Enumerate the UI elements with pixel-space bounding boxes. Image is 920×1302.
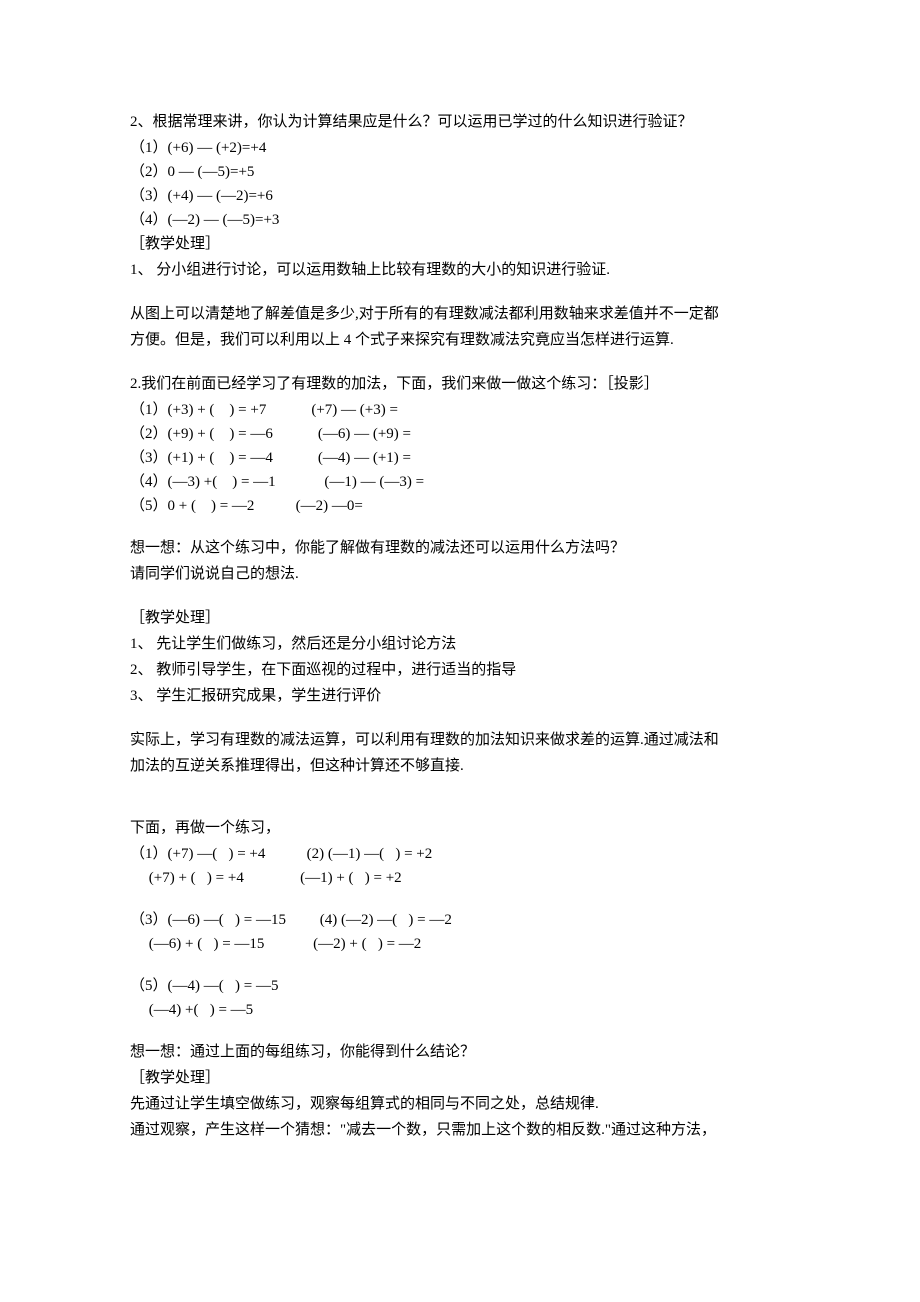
teach3-l2: 通过观察，产生这样一个猜想："减去一个数，只需加上这个数的相反数."通过这种方法… — [130, 1118, 790, 1142]
ex3-g3-l1: （5）(—4) —( ) = —5 — [130, 974, 790, 998]
teach1-para2b: 方便。但是，我们可以利用以上 4 个式子来探究有理数减法究竟应当怎样进行运算. — [130, 328, 790, 352]
teach2-l2: 2、 教师引导学生，在下面巡视的过程中，进行适当的指导 — [130, 658, 790, 682]
ex3-g2-l2b: (—2) + ( ) = —2 — [294, 936, 421, 952]
ex3-g2-l2a: (—6) + ( ) = —15 — [130, 936, 264, 952]
ex3-g1-l2b: (—1) + ( ) = +2 — [281, 870, 401, 886]
teach1-line1: 1、 分小组进行讨论，可以运用数轴上比较有理数的大小的知识进行验证. — [130, 258, 790, 282]
ex3-g3-l2: (—4) +( ) = —5 — [130, 998, 790, 1022]
ex3-g1-l1b: (2) (—1) —( ) = +2 — [307, 846, 433, 862]
ex2-row-4-left: （4）(—3) +( ) = —1 — [130, 474, 276, 490]
ex2-row-5-left: （5）0 + ( ) = —2 — [130, 498, 254, 514]
teach3-heading: ［教学处理］ — [130, 1066, 790, 1090]
ex3-g1-l1a: （1）(+7) —( ) = +4 — [130, 846, 265, 862]
teach3-l1: 先通过让学生填空做练习，观察每组算式的相同与不同之处，总结规律. — [130, 1092, 790, 1116]
teach2-l3: 3、 学生汇报研究成果，学生进行评价 — [130, 684, 790, 708]
ex3-g1-l1: （1）(+7) —( ) = +4 (2) (—1) —( ) = +2 — [130, 842, 790, 866]
q2-item-3: （3）(+4) — (—2)=+6 — [130, 184, 790, 208]
q2-prompt: 2、根据常理来讲，你认为计算结果应是什么？可以运用已学过的什么知识进行验证？ — [130, 110, 790, 134]
ex2-row-2-right: (—6) — (+9) = — [318, 426, 411, 442]
ex2-row-5-right: (—2) —0= — [296, 498, 363, 514]
ex2-row-5: （5）0 + ( ) = —2 (—2) —0= — [130, 494, 790, 518]
ex2-row-3-left: （3）(+1) + ( ) = —4 — [130, 450, 273, 466]
ex3-g1-l2a: (+7) + ( ) = +4 — [130, 870, 244, 886]
ex3-g2-l1: （3）(—6) —( ) = —15 (4) (—2) —( ) = —2 — [130, 908, 790, 932]
teach1-heading: ［教学处理］ — [130, 232, 790, 256]
ex2-row-3-right: (—4) — (+1) = — [318, 450, 411, 466]
ex2-row-2-left: （2）(+9) + ( ) = —6 — [130, 426, 273, 442]
ex3-g2-l1b: (4) (—2) —( ) = —2 — [320, 912, 452, 928]
ex2-row-1-left: （1）(+3) + ( ) = +7 — [130, 402, 266, 418]
q2-item-1: （1）(+6) — (+2)=+4 — [130, 136, 790, 160]
ex2-row-4-right: (—1) — (—3) = — [324, 474, 424, 490]
ex2-row-2: （2）(+9) + ( ) = —6 (—6) — (+9) = — [130, 422, 790, 446]
ex3-intro: 下面，再做一个练习， — [130, 816, 790, 840]
think1-l2: 请同学们说说自己的想法. — [130, 562, 790, 586]
ex3-g2-l2: (—6) + ( ) = —15 (—2) + ( ) = —2 — [130, 932, 790, 956]
teach2-heading: ［教学处理］ — [130, 606, 790, 630]
ex2-row-1-right: (+7) — (+3) = — [311, 402, 398, 418]
ex2-row-3: （3）(+1) + ( ) = —4 (—4) — (+1) = — [130, 446, 790, 470]
q2-item-2: （2）0 — (—5)=+5 — [130, 160, 790, 184]
para-mid-a: 实际上，学习有理数的减法运算，可以利用有理数的加法知识来做求差的运算.通过减法和 — [130, 728, 790, 752]
ex2-intro: 2.我们在前面已经学习了有理数的加法，下面，我们来做一做这个练习：［投影］ — [130, 372, 790, 396]
think2: 想一想：通过上面的每组练习，你能得到什么结论？ — [130, 1040, 790, 1064]
ex2-row-1: （1）(+3) + ( ) = +7 (+7) — (+3) = — [130, 398, 790, 422]
teach2-l1: 1、 先让学生们做练习，然后还是分小组讨论方法 — [130, 632, 790, 656]
think1-l1: 想一想：从这个练习中，你能了解做有理数的减法还可以运用什么方法吗？ — [130, 536, 790, 560]
ex2-row-4: （4）(—3) +( ) = —1 (—1) — (—3) = — [130, 470, 790, 494]
ex3-g1-l2: (+7) + ( ) = +4 (—1) + ( ) = +2 — [130, 866, 790, 890]
teach1-para2a: 从图上可以清楚地了解差值是多少,对于所有的有理数减法都利用数轴来求差值并不一定都 — [130, 302, 790, 326]
q2-item-4: （4）(—2) — (—5)=+3 — [130, 208, 790, 232]
para-mid-b: 加法的互逆关系推理得出，但这种计算还不够直接. — [130, 754, 790, 778]
ex3-g2-l1a: （3）(—6) —( ) = —15 — [130, 912, 286, 928]
